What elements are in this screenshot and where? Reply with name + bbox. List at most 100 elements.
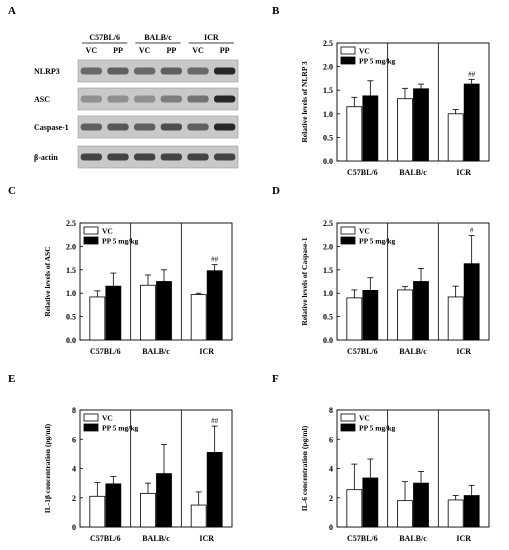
blot-row-label: ASC (34, 95, 50, 104)
y-tick-label: 2.0 (323, 242, 333, 251)
bar-pp (463, 495, 480, 528)
strain-label: C57BL/6 (89, 33, 120, 42)
blot-band (187, 67, 209, 75)
bar-vc (140, 284, 156, 341)
y-tick-label: 0 (72, 523, 76, 532)
bar-chart-panels: B 0.0 0.5 1.0 1.5 2.0 2.5 Relative levels of NL… (8, 5, 490, 543)
x-tick-label: ICR (456, 168, 471, 177)
x-tick-label: C57BL/6 (90, 347, 121, 356)
bar-vc (397, 289, 413, 341)
x-tick-label: BALB/c (399, 534, 427, 543)
y-tick-label: 2 (72, 494, 76, 503)
blot-band (160, 95, 182, 103)
x-tick-label: BALB/c (142, 347, 170, 356)
y-tick-label: 1.5 (323, 266, 333, 275)
significance-mark: ## (211, 256, 219, 264)
legend-label: VC (102, 227, 113, 236)
bar-vc (397, 98, 413, 162)
y-tick-label: 2 (329, 494, 333, 503)
blot-band (80, 153, 102, 161)
blot-row-label: NLRP3 (34, 67, 60, 76)
blot-band (80, 95, 102, 103)
legend-label: PP 5 mg/kg (102, 237, 139, 246)
panel-letter: B (272, 5, 280, 17)
legend-swatch (83, 413, 99, 422)
blot-band (160, 123, 182, 131)
blot-band (187, 153, 209, 161)
lane-label: VC (86, 46, 98, 55)
y-tick-label: 6 (72, 435, 76, 444)
blot-band (134, 95, 156, 103)
bar-pp (413, 281, 429, 341)
bar-vc (447, 113, 464, 162)
y-tick-label: 2.5 (323, 219, 333, 228)
y-tick-label: 1.0 (66, 289, 76, 298)
bar-pp (105, 483, 122, 528)
legend-swatch (340, 226, 356, 235)
legend-label: PP 5 mg/kg (359, 237, 396, 246)
x-tick-label: BALB/c (399, 347, 427, 356)
legend-swatch (340, 236, 356, 245)
y-tick-label: 1.0 (323, 110, 333, 119)
legend-swatch (340, 423, 356, 432)
bar-pp (156, 281, 172, 341)
y-axis-label: Relative levels of Caspase-1 (300, 237, 309, 325)
blot-strip (77, 115, 239, 139)
x-tick-label: ICR (456, 534, 471, 543)
blot-strip (77, 145, 239, 169)
bar-vc (346, 106, 363, 162)
y-tick-label: 0.0 (66, 336, 76, 345)
blot-band (107, 95, 129, 103)
bar-vc (89, 296, 106, 341)
x-tick-label: BALB/c (399, 168, 427, 177)
blot-band (80, 67, 102, 75)
panel-letter: A (8, 5, 16, 17)
blot-band (214, 153, 236, 161)
blot-band (160, 67, 182, 75)
plot-frame (336, 42, 490, 162)
bar-vc (447, 296, 464, 341)
x-tick-label: C57BL/6 (90, 534, 121, 543)
significance-mark: ## (211, 417, 219, 425)
strain-label: ICR (204, 33, 219, 42)
y-tick-label: 2.5 (323, 39, 333, 48)
bar-pp (463, 83, 480, 162)
chart-panel-e: E 0 2 4 6 8 IL-1β concentration (pg/ml) C57BL/6… (8, 373, 233, 543)
bar-pp (362, 95, 379, 162)
significance-mark: ## (468, 70, 476, 78)
blot-row-label: Caspase-1 (34, 123, 69, 132)
plot-frame (79, 222, 233, 341)
y-tick-label: 1.5 (323, 86, 333, 95)
plot-frame (336, 222, 490, 341)
legend-swatch (83, 226, 99, 235)
blot-band (187, 123, 209, 131)
bar-pp (362, 289, 379, 341)
blot-band (214, 95, 236, 103)
legend-swatch (340, 46, 356, 55)
y-tick-label: 0.5 (66, 313, 76, 322)
legend-label: VC (359, 47, 370, 56)
x-tick-label: C57BL/6 (347, 347, 378, 356)
blot-band (107, 153, 129, 161)
x-tick-label: C57BL/6 (347, 534, 378, 543)
blot-row-label: β-actin (34, 153, 58, 162)
y-tick-label: 6 (329, 435, 333, 444)
y-axis-label: Relative levels of NLRP 3 (300, 61, 309, 142)
legend-swatch (340, 56, 356, 65)
lane-label: VC (192, 46, 204, 55)
bar-vc (447, 499, 464, 528)
lane-label: VC (139, 46, 151, 55)
bar-pp (463, 263, 480, 341)
bar-vc (397, 500, 413, 528)
chart-panel-b: B 0.0 0.5 1.0 1.5 2.0 2.5 Relative levels of NL… (272, 5, 490, 177)
bar-pp (413, 482, 429, 528)
bar-vc (140, 492, 156, 528)
chart-panel-d: D 0.0 0.5 1.0 1.5 2.0 2.5 Relative levels of Ca… (272, 185, 490, 356)
bar-pp (206, 270, 223, 341)
x-tick-label: ICR (456, 347, 471, 356)
y-axis-label: IL-1β concentration (pg/ml) (43, 423, 52, 513)
chart-panel-f: F 0 2 4 6 8 IL-6 concentration (pg/ml) C57BL/6 B… (272, 373, 490, 543)
lane-label: PP (220, 46, 230, 55)
y-tick-label: 8 (72, 406, 76, 415)
